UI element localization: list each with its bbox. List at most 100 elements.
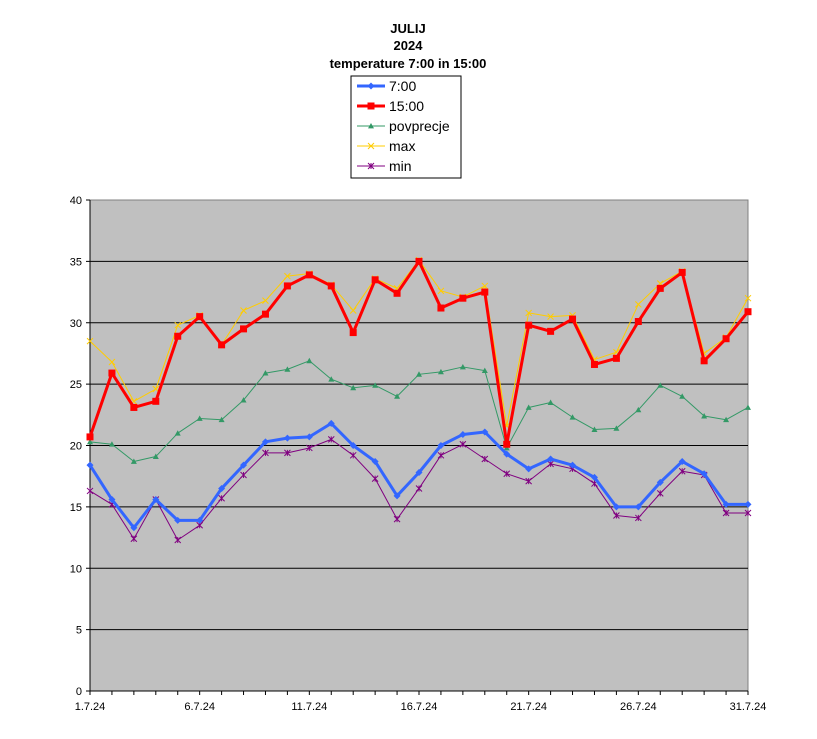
data-point [349, 329, 357, 337]
data-point [437, 442, 445, 449]
data-point [130, 535, 138, 543]
data-point [196, 415, 203, 421]
legend-label: povprecje [389, 118, 450, 134]
data-point [634, 300, 642, 308]
data-point [569, 414, 576, 420]
data-point [367, 142, 375, 150]
data-point [590, 360, 598, 368]
data-point [656, 284, 664, 292]
data-point [372, 382, 379, 388]
data-point [196, 516, 204, 524]
data-point [130, 524, 138, 532]
data-point [174, 321, 182, 329]
data-point [174, 516, 182, 524]
data-point [305, 433, 313, 441]
data-point [218, 484, 226, 492]
data-point [86, 337, 94, 345]
data-point [459, 294, 467, 302]
chart-title-line-1: JULIJ [390, 21, 425, 36]
data-point [679, 393, 686, 399]
data-point [415, 257, 423, 265]
data-point [525, 465, 533, 473]
data-point [108, 441, 115, 447]
data-point [393, 492, 401, 500]
data-point [327, 419, 335, 427]
data-point [240, 471, 247, 479]
data-point [367, 162, 375, 170]
series-7-00 [86, 419, 752, 532]
data-point [152, 397, 160, 405]
chart-title-line-2: 2024 [394, 38, 424, 53]
data-point [261, 438, 269, 446]
legend-item-15-00: 15:00 [357, 98, 424, 114]
data-point [284, 272, 291, 280]
data-point [152, 453, 159, 459]
legend-item-min: min [357, 158, 412, 174]
data-point [283, 434, 291, 442]
y-tick-label: 10 [70, 563, 82, 575]
y-tick-label: 20 [70, 441, 82, 453]
data-point [525, 321, 533, 329]
data-point [393, 515, 401, 523]
data-point [393, 289, 401, 297]
data-point [656, 478, 664, 486]
data-point [305, 271, 313, 279]
data-point [503, 450, 511, 458]
data-point [656, 490, 664, 497]
data-point [437, 368, 444, 375]
data-point [261, 310, 269, 318]
data-point [634, 503, 642, 511]
data-point [678, 268, 686, 276]
data-point [327, 282, 335, 290]
y-tick-label: 25 [70, 379, 82, 391]
data-point [723, 416, 730, 423]
y-tick-label: 40 [70, 195, 82, 207]
data-point [240, 307, 247, 314]
data-point [262, 449, 269, 457]
data-point [744, 294, 752, 302]
data-point [722, 500, 730, 508]
data-point [657, 382, 664, 388]
data-point [437, 287, 445, 295]
data-point [678, 467, 686, 475]
data-point [284, 366, 291, 372]
data-point [416, 371, 422, 377]
data-point [481, 282, 489, 290]
data-point [745, 404, 751, 410]
data-point [503, 440, 511, 448]
legend: 7:00 15:00 povprecje max min [350, 75, 462, 179]
data-point [525, 477, 533, 485]
data-point [240, 325, 248, 333]
data-point [218, 341, 226, 349]
data-point [547, 327, 555, 335]
data-point [371, 457, 379, 465]
data-point [349, 451, 357, 459]
data-point [459, 440, 467, 448]
data-point [108, 496, 116, 504]
data-point [371, 475, 379, 482]
series-15-00 [86, 257, 752, 448]
data-point [240, 461, 248, 469]
legend-label: 15:00 [389, 98, 424, 114]
data-point [218, 416, 225, 423]
series-layer [86, 256, 752, 544]
data-point [437, 304, 445, 312]
data-point [174, 430, 181, 436]
axes: 0 5 10 15 20 25 30 35 40 1.7.24 6.7.24 11.7.24 16.7.… [70, 195, 767, 713]
data-point [196, 313, 204, 321]
data-point [218, 494, 225, 502]
data-point [86, 433, 94, 441]
data-point [130, 458, 137, 464]
x-tick-label: 11.7.24 [291, 701, 327, 713]
legend-item-max: max [357, 138, 415, 154]
data-point [459, 363, 466, 370]
data-point [678, 457, 686, 465]
y-tick-label: 35 [70, 256, 82, 268]
legend-label: min [389, 158, 412, 174]
data-point [591, 426, 598, 432]
y-tick-label: 30 [70, 318, 82, 330]
data-point [415, 469, 423, 477]
legend-label: max [389, 138, 415, 154]
x-tick-label: 26.7.24 [620, 701, 657, 713]
